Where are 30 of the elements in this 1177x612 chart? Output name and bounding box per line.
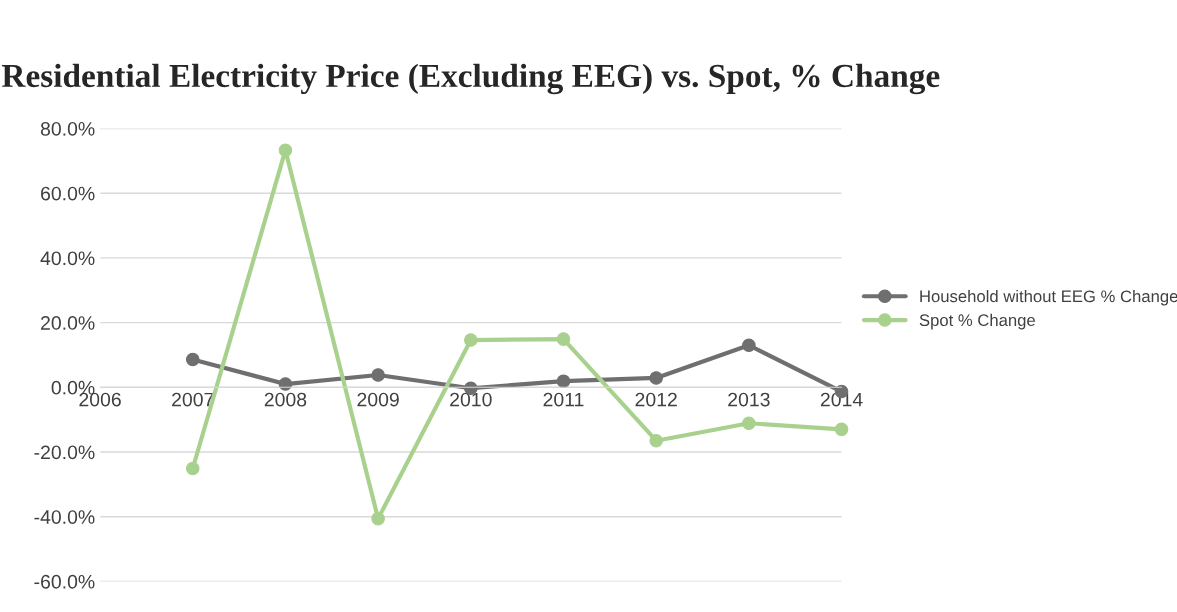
x-tick-label: 2008 <box>264 392 307 407</box>
y-tick-label: 20.0% <box>41 316 95 330</box>
y-tick-label: -40.0% <box>34 510 95 524</box>
point <box>464 333 478 347</box>
y-tick-label: 80.0% <box>40 121 95 136</box>
point <box>649 433 663 448</box>
point <box>742 338 756 353</box>
point <box>278 143 293 157</box>
x-tick-label: 2012 <box>635 392 677 407</box>
y-tick-label: 60.0% <box>41 186 95 201</box>
point <box>742 416 756 430</box>
chart-title: Residential Electricity Price (Excluding EEG) vs. Spot, % Change <box>1 63 940 95</box>
point <box>371 511 385 526</box>
x-tick-label: 2010 <box>450 392 492 407</box>
point <box>556 332 571 346</box>
x-tick-label: 2013 <box>728 392 770 407</box>
y-tick-label: -20.0% <box>34 445 95 460</box>
y-tick-label: 40.0% <box>40 251 95 266</box>
legend-label: Household without EEG % Change <box>920 289 1177 306</box>
point <box>185 461 200 476</box>
point <box>185 352 200 367</box>
point <box>649 371 663 385</box>
point <box>556 374 571 388</box>
point <box>278 377 293 391</box>
legend-label: Spot % Change <box>919 313 1035 330</box>
x-tick-label: 2011 <box>543 392 584 407</box>
y-tick-label: -60.0% <box>34 574 95 589</box>
x-tick-label: 2009 <box>357 392 399 407</box>
point <box>834 422 849 437</box>
point <box>371 368 385 382</box>
